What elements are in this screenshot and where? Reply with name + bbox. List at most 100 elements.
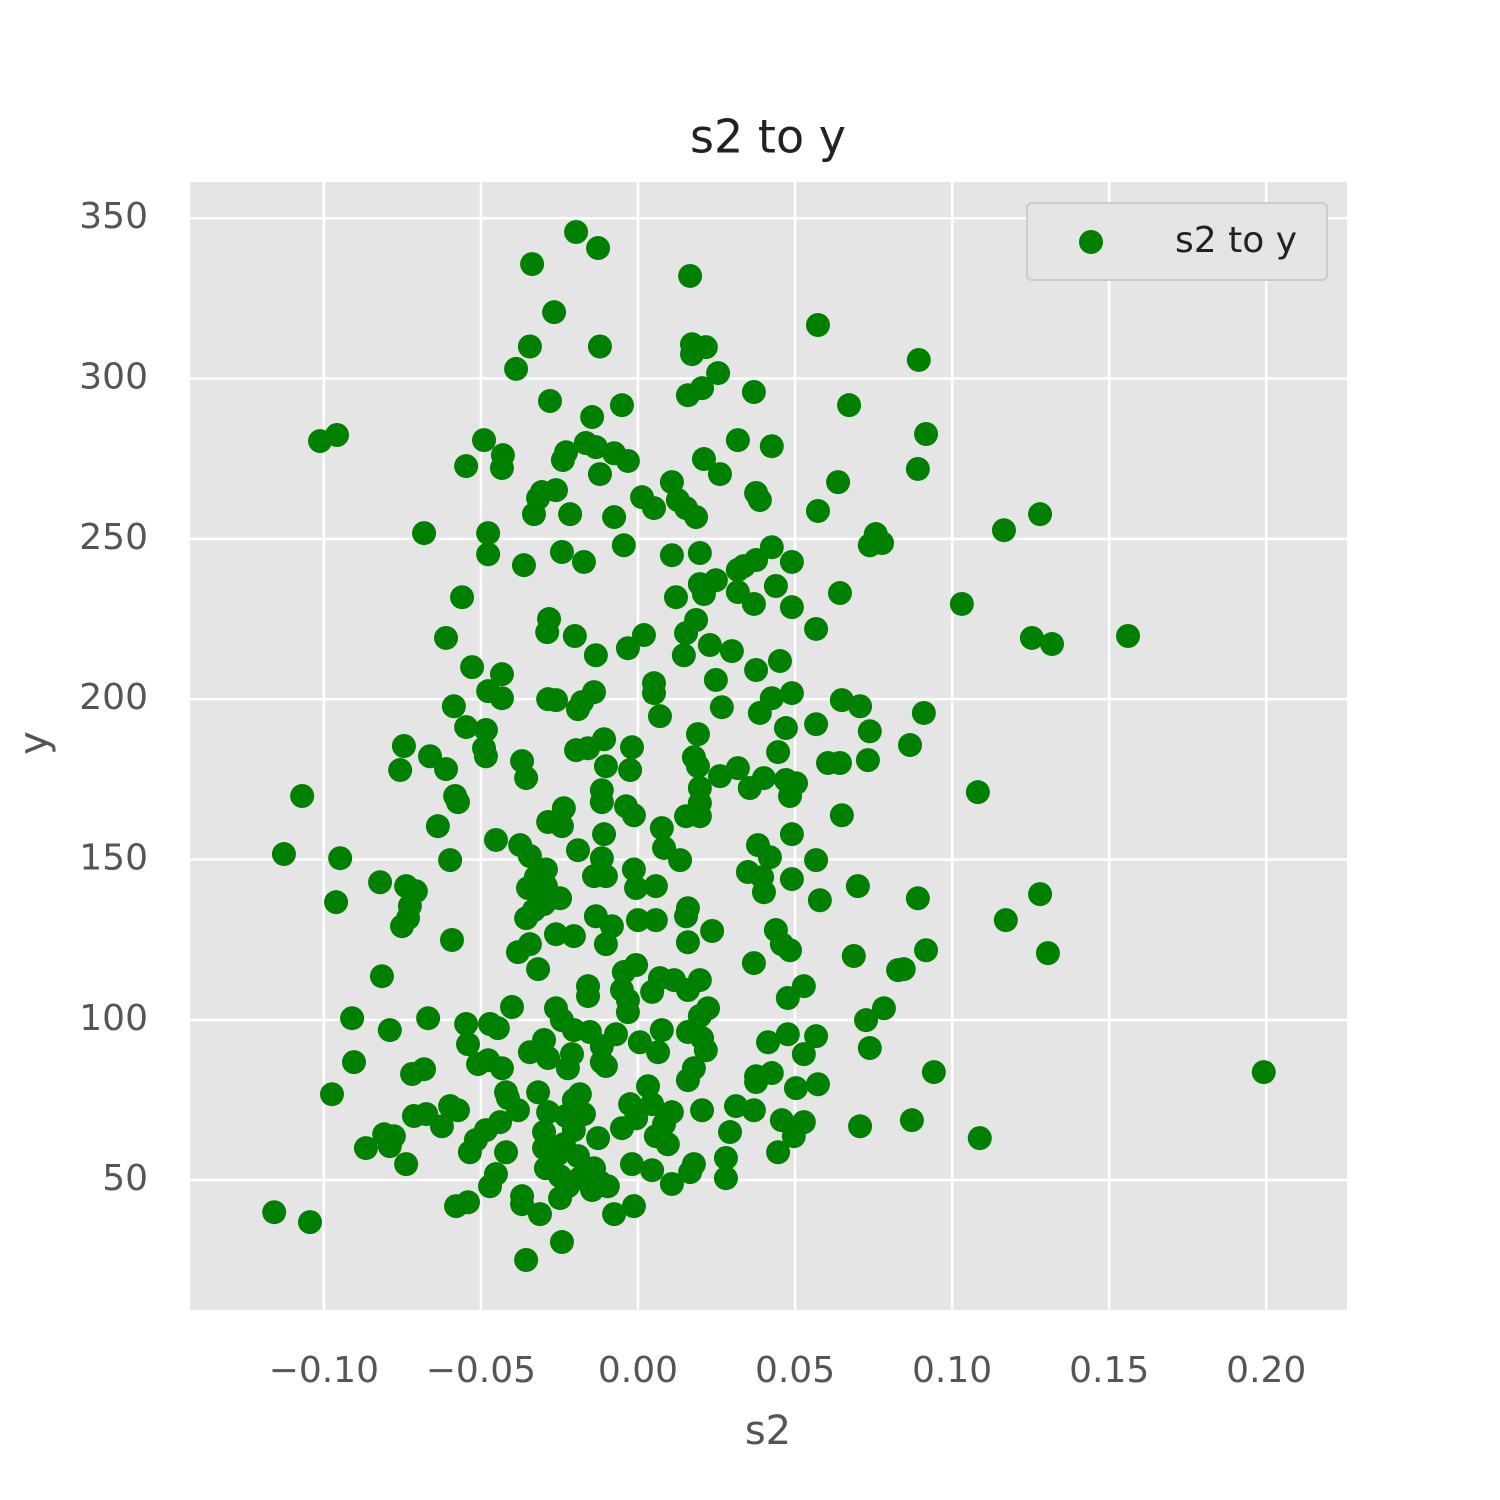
point	[914, 938, 939, 963]
point	[690, 1098, 715, 1123]
point	[483, 827, 508, 852]
point	[476, 521, 501, 546]
point	[514, 906, 539, 931]
point	[377, 1018, 402, 1043]
point	[401, 1104, 426, 1129]
point	[542, 300, 567, 325]
point	[460, 655, 485, 680]
y-tick-label: 150	[79, 838, 148, 879]
point	[643, 874, 668, 899]
point	[807, 888, 832, 913]
point	[949, 591, 974, 616]
point	[425, 814, 450, 839]
point	[504, 356, 529, 381]
point	[1028, 502, 1053, 527]
point	[854, 1008, 879, 1033]
y-axis-label: y	[11, 731, 57, 755]
point	[627, 1030, 652, 1055]
point	[517, 334, 542, 359]
point	[550, 447, 575, 472]
point	[576, 736, 601, 761]
point	[1251, 1060, 1276, 1085]
point	[723, 1094, 748, 1119]
point	[845, 874, 870, 899]
point	[473, 717, 498, 742]
point	[391, 734, 416, 758]
point	[674, 621, 699, 646]
point	[418, 744, 443, 769]
legend-label: s2 to y	[1175, 220, 1297, 261]
x-tick-label: 0.15	[1069, 1350, 1149, 1391]
point	[649, 816, 674, 841]
point	[684, 505, 709, 530]
point	[353, 1136, 378, 1161]
point	[706, 361, 731, 386]
point	[718, 1120, 743, 1145]
point	[543, 922, 568, 947]
points	[262, 220, 1276, 1272]
point	[719, 639, 744, 664]
point	[781, 1124, 806, 1149]
point	[368, 870, 393, 895]
point	[489, 662, 514, 687]
point	[611, 960, 636, 985]
point	[369, 964, 394, 989]
point	[621, 1194, 646, 1219]
point	[871, 996, 896, 1021]
point	[725, 428, 750, 453]
point	[587, 334, 612, 359]
point	[602, 505, 627, 530]
point	[581, 680, 606, 705]
point	[494, 1140, 519, 1165]
point	[388, 758, 413, 783]
point	[756, 1030, 781, 1055]
point	[805, 1072, 830, 1097]
x-tick-label: 0.00	[598, 1350, 678, 1391]
point	[827, 581, 852, 606]
point	[678, 1160, 703, 1185]
point	[778, 938, 803, 963]
point	[394, 1152, 419, 1177]
point	[741, 951, 766, 976]
point	[499, 994, 524, 1019]
point	[741, 1098, 766, 1123]
point	[805, 313, 830, 338]
point	[687, 804, 712, 829]
point	[663, 585, 688, 610]
point	[741, 591, 766, 616]
point	[319, 1082, 344, 1107]
point	[476, 542, 501, 567]
point	[593, 932, 618, 957]
point	[725, 557, 750, 582]
x-axis-label: s2	[745, 1408, 791, 1454]
y-tick-label: 100	[79, 998, 148, 1039]
point	[848, 1114, 873, 1139]
point	[555, 1056, 580, 1081]
point	[1028, 882, 1053, 907]
point	[775, 1022, 800, 1047]
point	[870, 531, 895, 556]
point	[621, 803, 646, 828]
point	[390, 914, 415, 939]
point	[659, 1171, 684, 1196]
point	[526, 1080, 551, 1105]
point	[783, 1076, 808, 1101]
point	[700, 919, 725, 944]
point	[680, 342, 705, 367]
point	[1116, 624, 1141, 649]
point	[620, 735, 645, 760]
point	[675, 930, 700, 955]
point	[678, 263, 703, 288]
point	[829, 803, 854, 828]
point	[921, 1060, 946, 1085]
point	[668, 848, 693, 873]
point	[565, 697, 590, 722]
point	[744, 1070, 769, 1095]
point	[587, 462, 612, 487]
point	[911, 700, 936, 725]
point	[687, 540, 712, 565]
point	[759, 434, 784, 459]
point	[520, 252, 545, 277]
point	[621, 857, 646, 882]
